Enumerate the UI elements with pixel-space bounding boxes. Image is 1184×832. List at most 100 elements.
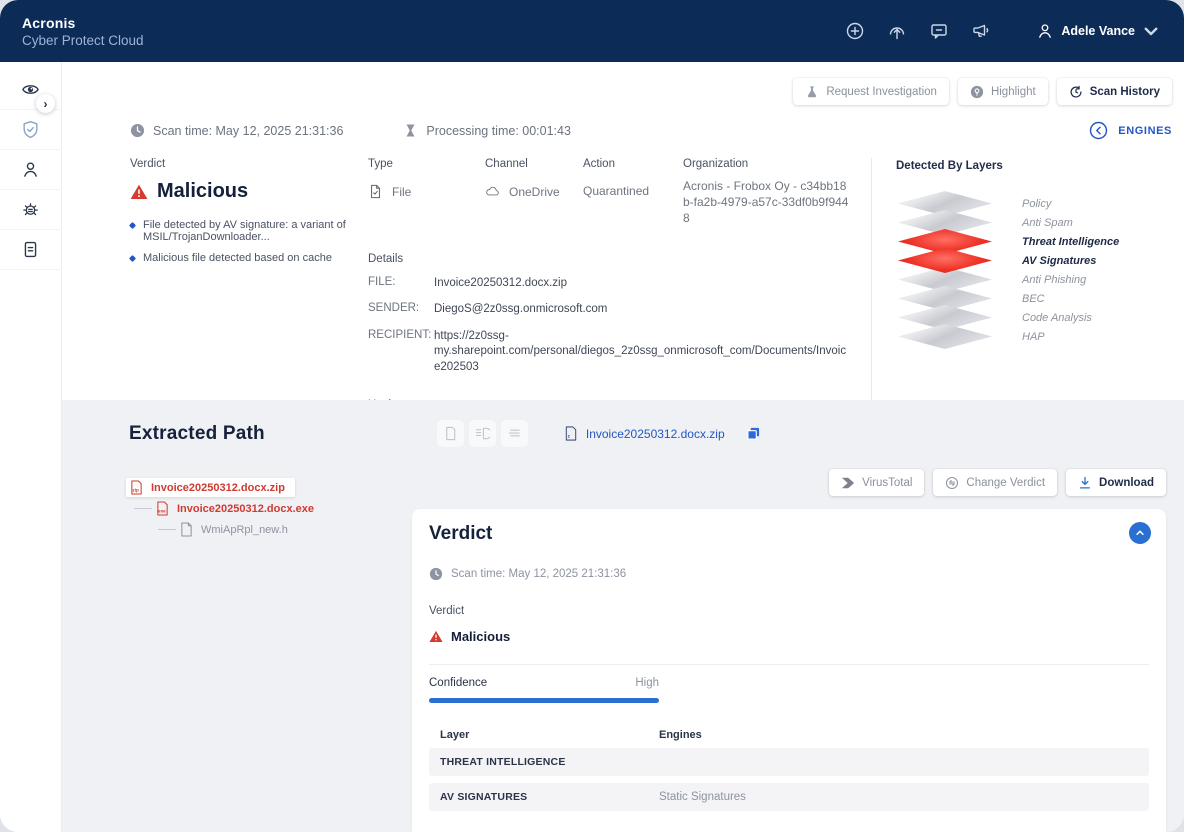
download-label: Download: [1099, 476, 1154, 489]
divider: [429, 664, 1149, 665]
add-button[interactable]: [838, 14, 872, 48]
virustotal-button[interactable]: VirusTotal: [829, 469, 925, 496]
file-tree: zip Invoice20250312.docx.zip exe Invoice…: [68, 469, 412, 832]
bullet-icon: [128, 221, 137, 230]
table-row[interactable]: THREAT INTELLIGENCE: [429, 748, 1149, 776]
change-verdict-button[interactable]: Change Verdict: [933, 469, 1058, 496]
sidebar-item-threats[interactable]: [0, 190, 62, 230]
content: Request Investigation Highlight Scan His…: [62, 62, 1184, 832]
request-investigation-button[interactable]: Request Investigation: [793, 78, 949, 105]
change-verdict-icon: [946, 476, 959, 489]
tree-item-exe[interactable]: exe Invoice20250312.docx.exe: [134, 498, 412, 519]
verdict-reason: File detected by AV signature: a variant…: [128, 219, 368, 243]
view-toggle-split[interactable]: [468, 420, 496, 447]
brand-product: Cyber Protect Cloud: [22, 32, 144, 48]
tree-item-zip[interactable]: zip Invoice20250312.docx.zip: [126, 477, 412, 498]
layers-title: Detected By Layers: [896, 160, 1003, 172]
scan-summary-section: Request Investigation Highlight Scan His…: [62, 62, 1184, 436]
view-toggle-document[interactable]: [436, 420, 464, 447]
detail-sender: SENDER: DiegoS@2z0ssg.onmicrosoft.com: [368, 302, 608, 316]
details-label: Details: [368, 252, 404, 265]
eye-icon: [22, 85, 39, 94]
verdict-panel: Verdict Scan time: May 12, 2025 21:31:36…: [412, 509, 1166, 832]
layer-anti-spam: Anti Spam: [896, 210, 1172, 235]
column-layer: Layer: [440, 729, 470, 741]
highlight-label: Highlight: [990, 85, 1036, 98]
panel-scan-time: Scan time: May 12, 2025 21:31:36: [429, 567, 1149, 581]
extracted-path-title: Extracted Path: [129, 422, 265, 444]
view-toggles: [436, 420, 528, 447]
action-label: Action: [583, 158, 615, 170]
file-detail-area: VirusTotal Change Verdict Download: [412, 469, 1166, 832]
sidebar-expand-button[interactable]: ›: [36, 94, 55, 113]
user-menu[interactable]: Adele Vance: [1036, 22, 1160, 40]
scan-history-button[interactable]: Scan History: [1056, 78, 1172, 105]
type-label: Type: [368, 158, 393, 170]
warning-triangle-icon: [130, 184, 148, 199]
sidebar-item-reports[interactable]: [0, 230, 62, 270]
table-header: Layer Engines: [429, 729, 1149, 741]
main-area: › Request Investigation Highlight: [0, 62, 1184, 832]
panel-verdict-value-row: Malicious: [429, 629, 1149, 644]
layer-av-signatures: AV Signatures: [896, 248, 1172, 273]
detail-recipient: RECIPIENT: https://2z0ssg-my.sharepoint.…: [368, 328, 847, 373]
panel-verdict-label: Verdict: [429, 605, 465, 617]
virustotal-icon: [841, 477, 855, 488]
top-bar: Acronis Cyber Protect Cloud Adele Vance: [0, 0, 1184, 62]
shield-check-icon: [23, 121, 38, 139]
view-toggle-text[interactable]: [500, 420, 528, 447]
brand-name: Acronis: [22, 14, 76, 31]
engines-back-button[interactable]: ENGINES: [1089, 121, 1172, 140]
verdict-label: Verdict: [130, 158, 166, 170]
layer-engines-table: Layer Engines THREAT INTELLIGENCE AV SIG…: [429, 729, 1149, 811]
file-icon: [371, 184, 380, 199]
sidebar-item-users[interactable]: [0, 150, 62, 190]
details-block: Details FILE: Invoice20250312.docx.zip S…: [368, 253, 851, 376]
sidebar-item-monitoring[interactable]: [0, 70, 62, 110]
verdict-summary: Verdict Malicious File detected by AV si…: [68, 158, 368, 410]
user-icon: [1039, 24, 1052, 38]
bug-icon: [23, 203, 38, 216]
announcements-button[interactable]: [964, 14, 998, 48]
current-file-link[interactable]: z Invoice20250312.docx.zip: [564, 426, 760, 441]
feedback-button[interactable]: [922, 14, 956, 48]
column-engines: Engines: [659, 729, 702, 741]
organization-value: Acronis - Frobox Oy - c34bb18b-fa2b-4979…: [683, 179, 849, 226]
layers-stack: Policy Anti Spam Threat Intelligence AV …: [896, 191, 1172, 349]
hourglass-icon: [406, 124, 415, 137]
request-investigation-label: Request Investigation: [826, 85, 937, 98]
collapse-panel-button[interactable]: [1129, 522, 1151, 544]
brand: Acronis Cyber Protect Cloud: [22, 15, 144, 48]
layer-code-analysis: Code Analysis: [896, 305, 1172, 330]
panel-verdict-value: Malicious: [451, 629, 511, 644]
upload-icon: [890, 27, 905, 40]
sidebar-item-protection[interactable]: [0, 110, 62, 150]
table-row[interactable]: AV SIGNATURES Static Signatures: [429, 783, 1149, 811]
confidence-label: Confidence: [429, 677, 488, 689]
topbar-actions: Adele Vance: [838, 14, 1160, 48]
tree-item-h-file[interactable]: WmiApRpl_new.h: [158, 519, 412, 540]
person-icon: [24, 162, 37, 177]
chevron-up-icon: [1136, 530, 1144, 535]
flask-icon: [808, 85, 817, 97]
copy-icon[interactable]: [747, 427, 760, 440]
zip-file-icon: z: [565, 426, 577, 441]
upload-button[interactable]: [880, 14, 914, 48]
layer-diamond-icon: [898, 324, 992, 349]
clock-icon: [130, 123, 145, 138]
type-value: File: [368, 184, 485, 199]
download-button[interactable]: Download: [1066, 469, 1166, 496]
scan-history-label: Scan History: [1089, 85, 1160, 98]
svg-text:z: z: [567, 433, 570, 438]
plus-circle-icon: [847, 22, 864, 40]
chevron-down-icon: [1144, 27, 1158, 36]
detail-file: FILE: Invoice20250312.docx.zip: [368, 275, 567, 289]
layer-bec: BEC: [896, 286, 1172, 311]
user-name: Adele Vance: [1061, 24, 1135, 38]
layer-policy: Policy: [896, 191, 1172, 216]
chevron-left-circle-icon: [1090, 121, 1108, 140]
highlight-button[interactable]: Highlight: [957, 78, 1048, 105]
verdict-panel-title: Verdict: [429, 523, 493, 544]
channel-label: Channel: [485, 158, 528, 170]
